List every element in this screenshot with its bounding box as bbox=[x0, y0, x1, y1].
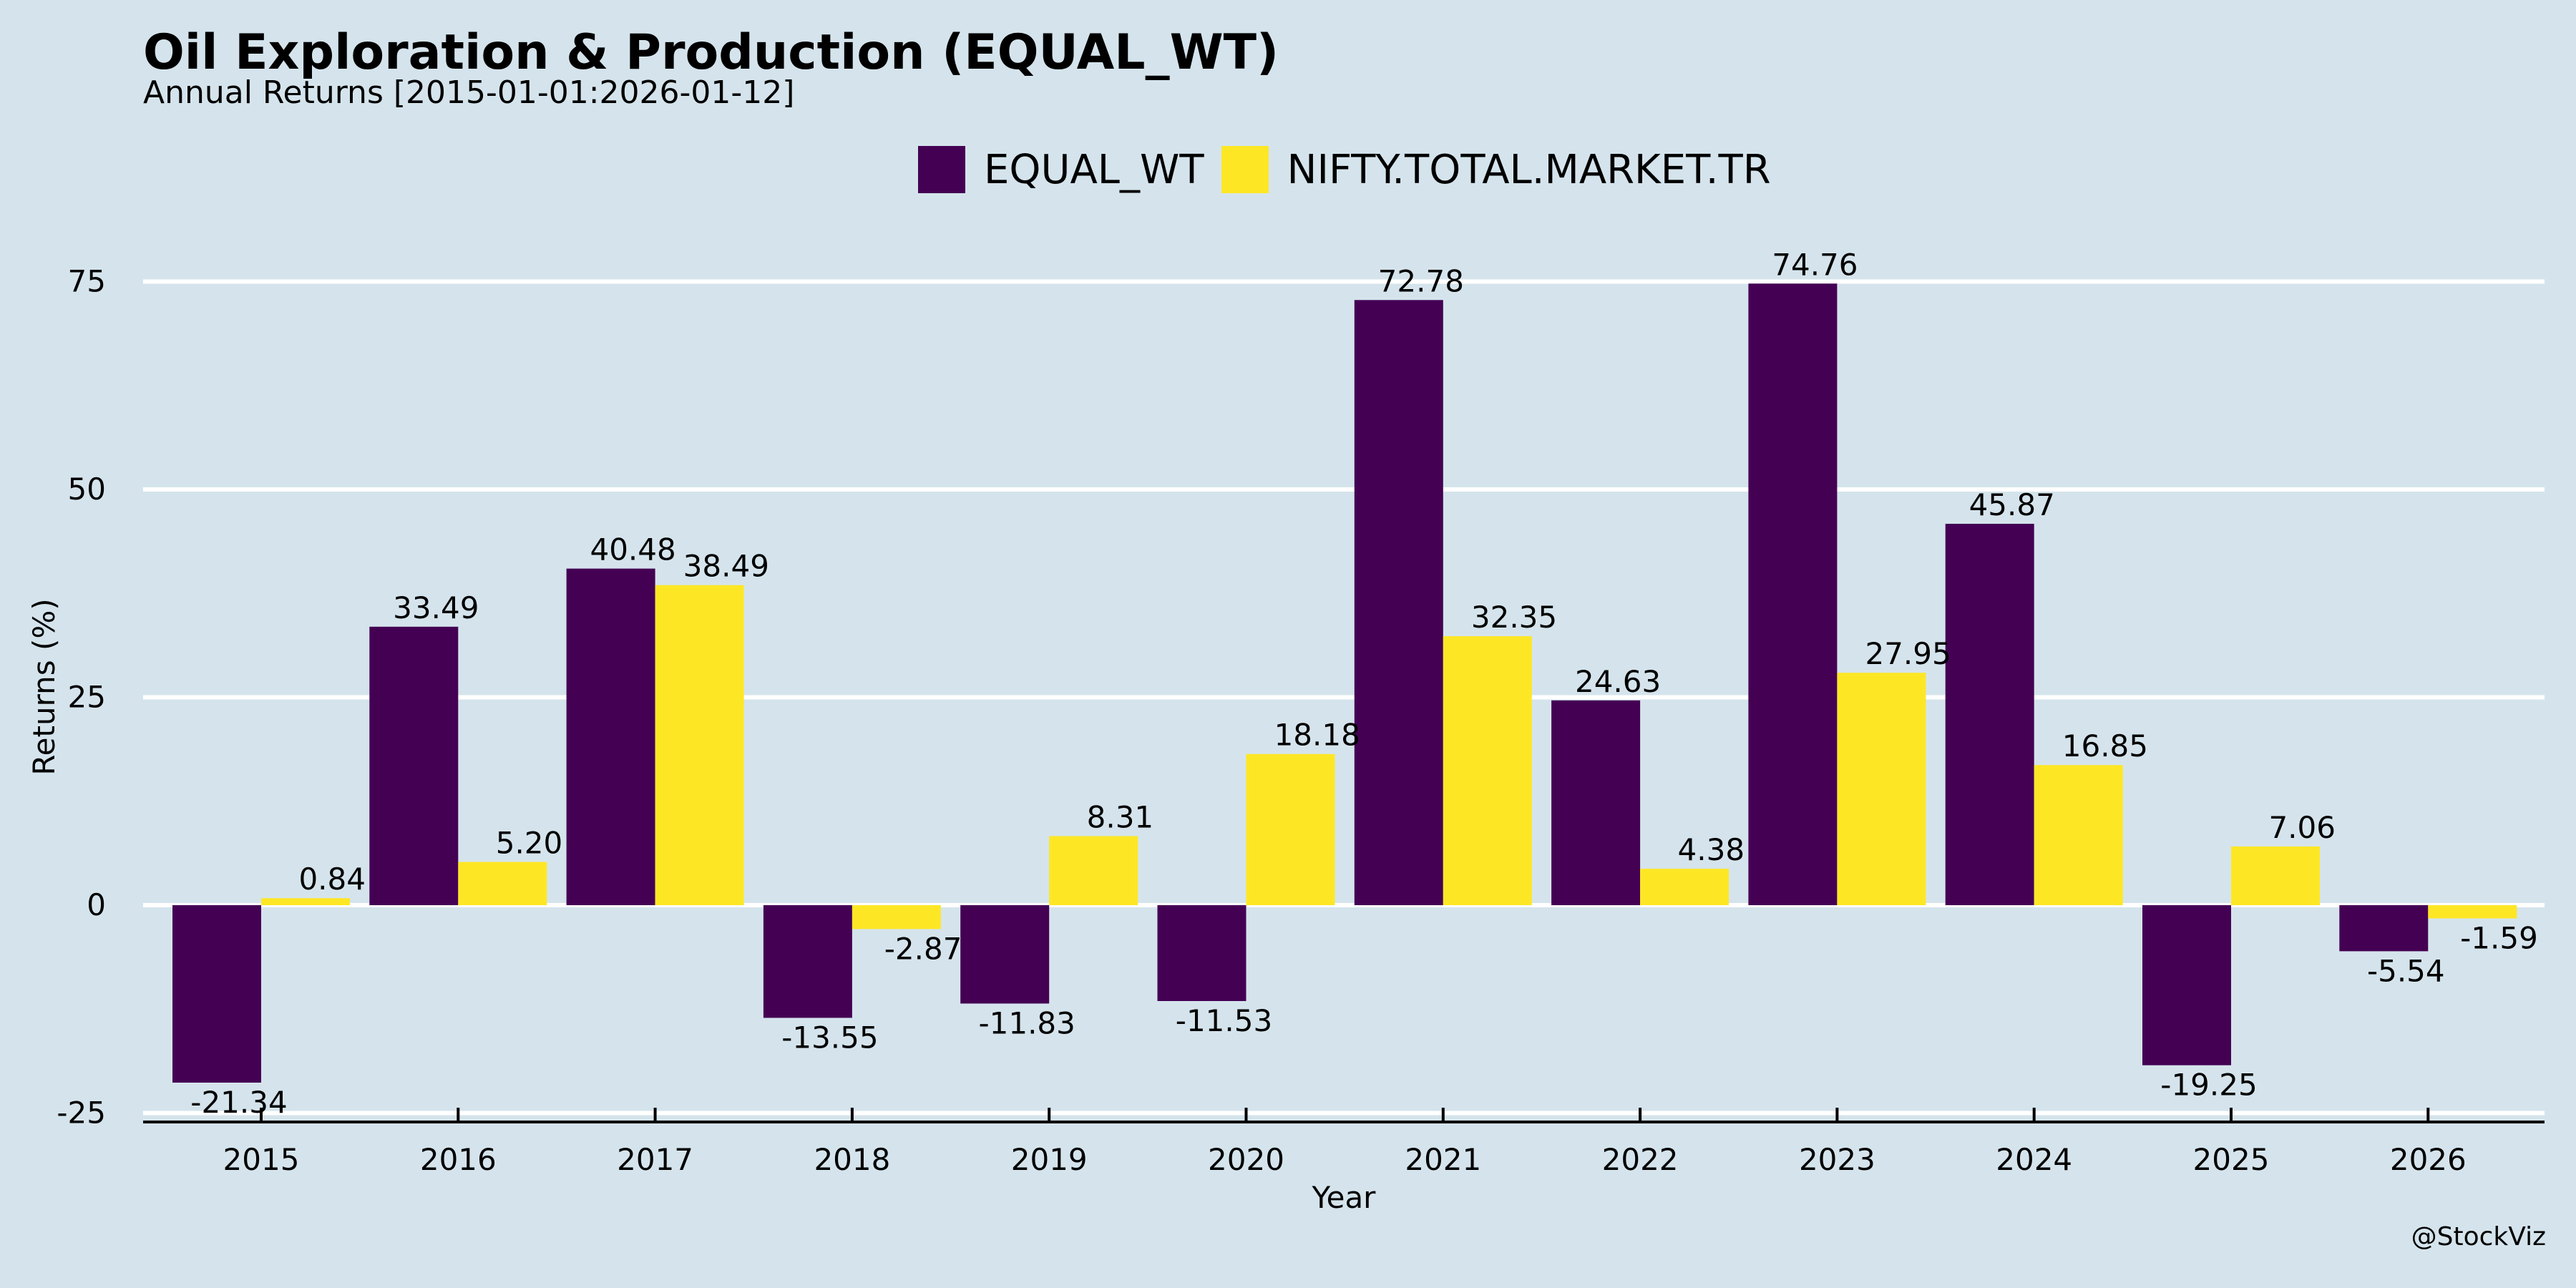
x-tick-label: 2021 bbox=[1405, 1142, 1481, 1177]
data-label-nifty-total-market-tr-2016: 5.20 bbox=[496, 826, 563, 861]
bar-equal-wt-2017[interactable] bbox=[566, 568, 655, 905]
data-label-nifty-total-market-tr-2018: -2.87 bbox=[884, 931, 962, 966]
x-tick-label: 2016 bbox=[420, 1142, 497, 1177]
bar-equal-wt-2015[interactable] bbox=[172, 905, 261, 1083]
data-label-equal-wt-2026: -5.54 bbox=[2367, 953, 2445, 988]
chart-subtitle: Annual Returns [2015-01-01:2026-01-12] bbox=[143, 74, 795, 111]
x-tick-label: 2026 bbox=[2390, 1142, 2467, 1177]
x-axis-label: Year bbox=[1312, 1180, 1377, 1215]
data-label-nifty-total-market-tr-2017: 38.49 bbox=[683, 549, 769, 584]
y-axis-ticks: -25 0 25 50 75 bbox=[57, 264, 106, 1131]
legend-swatch-nifty-total-market-tr bbox=[1221, 146, 1269, 193]
data-label-nifty-total-market-tr-2025: 7.06 bbox=[2268, 810, 2336, 845]
legend-label-nifty-total-market-tr: NIFTY.TOTAL.MARKET.TR bbox=[1287, 146, 1771, 193]
bar-equal-wt-2022[interactable] bbox=[1551, 700, 1641, 905]
x-tick-label: 2025 bbox=[2193, 1142, 2270, 1177]
data-label-equal-wt-2024: 45.87 bbox=[1969, 487, 2055, 522]
x-tick-label: 2015 bbox=[223, 1142, 300, 1177]
y-tick-label: 0 bbox=[87, 887, 106, 922]
bar-nifty-total-market-tr-2023[interactable] bbox=[1837, 673, 1926, 905]
bar-nifty-total-market-tr-2018[interactable] bbox=[852, 905, 941, 930]
bar-equal-wt-2023[interactable] bbox=[1748, 283, 1838, 905]
bar-nifty-total-market-tr-2024[interactable] bbox=[2034, 765, 2123, 905]
bars bbox=[172, 283, 2517, 1083]
bar-nifty-total-market-tr-2016[interactable] bbox=[458, 862, 547, 905]
data-label-nifty-total-market-tr-2026: -1.59 bbox=[2460, 920, 2538, 955]
data-label-nifty-total-market-tr-2021: 32.35 bbox=[1471, 600, 1557, 635]
data-label-equal-wt-2022: 24.63 bbox=[1575, 664, 1661, 699]
bar-equal-wt-2025[interactable] bbox=[2142, 905, 2231, 1065]
x-tick-label: 2018 bbox=[814, 1142, 890, 1177]
legend: EQUAL_WT NIFTY.TOTAL.MARKET.TR bbox=[918, 145, 1788, 194]
data-label-equal-wt-2015: -21.34 bbox=[190, 1085, 287, 1120]
bar-equal-wt-2026[interactable] bbox=[2339, 905, 2429, 952]
bar-nifty-total-market-tr-2021[interactable] bbox=[1443, 636, 1532, 905]
x-tick-label: 2022 bbox=[1602, 1142, 1679, 1177]
x-tick-label: 2017 bbox=[617, 1142, 693, 1177]
data-label-equal-wt-2023: 74.76 bbox=[1772, 247, 1858, 282]
gridlines bbox=[143, 279, 2545, 1116]
legend-label-equal-wt: EQUAL_WT bbox=[984, 146, 1204, 193]
bar-equal-wt-2024[interactable] bbox=[1945, 523, 2034, 905]
bar-equal-wt-2016[interactable] bbox=[369, 626, 459, 905]
x-tick-label: 2019 bbox=[1011, 1142, 1088, 1177]
chart-title: Oil Exploration & Production (EQUAL_WT) bbox=[143, 24, 1279, 81]
data-label-equal-wt-2018: -13.55 bbox=[781, 1020, 878, 1055]
legend-item-nifty-total-market-tr[interactable]: NIFTY.TOTAL.MARKET.TR bbox=[1221, 146, 1771, 193]
data-label-equal-wt-2025: -19.25 bbox=[2160, 1068, 2257, 1103]
y-axis-label: Returns (%) bbox=[26, 598, 62, 775]
data-label-nifty-total-market-tr-2023: 27.95 bbox=[1865, 636, 1951, 671]
x-tick-label: 2024 bbox=[1996, 1142, 2072, 1177]
bar-nifty-total-market-tr-2020[interactable] bbox=[1246, 753, 1335, 905]
data-label-equal-wt-2016: 33.49 bbox=[393, 590, 479, 625]
data-label-equal-wt-2019: -11.83 bbox=[978, 1005, 1075, 1040]
legend-item-equal-wt[interactable]: EQUAL_WT bbox=[918, 146, 1204, 193]
bar-equal-wt-2020[interactable] bbox=[1157, 905, 1246, 1001]
y-tick-label: 25 bbox=[68, 680, 106, 715]
data-label-nifty-total-market-tr-2019: 8.31 bbox=[1087, 799, 1154, 834]
bar-nifty-total-market-tr-2025[interactable] bbox=[2231, 846, 2320, 905]
x-tick-label: 2020 bbox=[1208, 1142, 1284, 1177]
bar-nifty-total-market-tr-2017[interactable] bbox=[655, 585, 744, 905]
data-label-nifty-total-market-tr-2022: 4.38 bbox=[1678, 832, 1745, 867]
data-label-nifty-total-market-tr-2020: 18.18 bbox=[1274, 718, 1360, 753]
bar-nifty-total-market-tr-2015[interactable] bbox=[261, 898, 350, 905]
data-label-equal-wt-2021: 72.78 bbox=[1378, 263, 1464, 298]
y-tick-label: 75 bbox=[68, 264, 106, 299]
legend-swatch-equal-wt bbox=[918, 146, 965, 193]
data-label-nifty-total-market-tr-2024: 16.85 bbox=[2062, 728, 2148, 763]
bar-equal-wt-2021[interactable] bbox=[1354, 300, 1443, 905]
bar-equal-wt-2019[interactable] bbox=[960, 905, 1050, 1004]
bar-equal-wt-2018[interactable] bbox=[763, 905, 852, 1018]
x-tick-label: 2023 bbox=[1799, 1142, 1875, 1177]
data-label-nifty-total-market-tr-2015: 0.84 bbox=[298, 862, 366, 897]
bar-nifty-total-market-tr-2026[interactable] bbox=[2428, 905, 2517, 919]
x-axis: 2015 2016 2017 2018 2019 2020 2021 2022 2023 2024… bbox=[143, 1108, 2545, 1177]
data-labels: -21.34 33.49 40.48 -13.55 -11.83 -11.53 72.78 2… bbox=[190, 247, 2538, 1120]
y-tick-label: 50 bbox=[68, 472, 106, 507]
data-label-equal-wt-2017: 40.48 bbox=[590, 532, 675, 567]
bar-nifty-total-market-tr-2019[interactable] bbox=[1049, 836, 1138, 905]
watermark: @StockViz bbox=[2411, 1222, 2546, 1252]
y-tick-label: -25 bbox=[57, 1096, 106, 1131]
data-label-equal-wt-2020: -11.53 bbox=[1176, 1003, 1272, 1038]
bar-nifty-total-market-tr-2022[interactable] bbox=[1640, 869, 1729, 905]
